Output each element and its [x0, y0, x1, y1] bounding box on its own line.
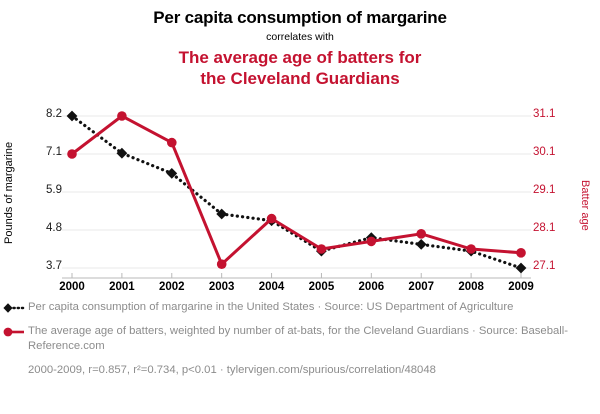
data-point-1-2008	[466, 244, 476, 254]
chart-footer: Per capita consumption of margarine in t…	[0, 300, 600, 378]
y-right-tick-label-29.1: 29.1	[533, 184, 556, 196]
secondary-title-line1: The average age of batters for	[178, 48, 422, 67]
x-tick-label-2009: 2009	[508, 281, 534, 293]
series-line-0	[70, 114, 523, 270]
data-point-1-2007	[416, 229, 427, 239]
legend-label-batter-age: The average age of batters, weighted by …	[28, 325, 569, 352]
secondary-title: The average age of batters for the Cleve…	[0, 47, 600, 89]
data-point-0-2003	[216, 208, 228, 220]
secondary-title-line2: the Cleveland Guardians	[200, 69, 400, 88]
x-tick-label-2002: 2002	[158, 281, 185, 293]
x-tick-label-2005: 2005	[308, 281, 335, 293]
x-tick-label-2003: 2003	[208, 281, 235, 293]
y-right-tick-label-27.1: 27.1	[533, 260, 556, 272]
legend-label-margarine: Per capita consumption of margarine in t…	[28, 301, 514, 313]
page-title: Per capita consumption of margarine	[153, 8, 447, 27]
y-left-tick-label-4.8: 4.8	[46, 222, 62, 234]
chart-header: Per capita consumption of margarine corr…	[0, 0, 600, 89]
black-diamond-dotted-line-icon	[3, 303, 26, 313]
legend-item-margarine: Per capita consumption of margarine in t…	[0, 300, 600, 315]
y-right-tick-label-31.1: 31.1	[533, 108, 556, 120]
data-point-1-2005	[316, 244, 327, 254]
source-stats-line[interactable]: 2000-2009, r=0.857, r²=0.734, p<0.01 · t…	[28, 364, 436, 376]
y-right-tick-label-30.1: 30.1	[533, 146, 556, 158]
data-point-0-2007	[415, 239, 427, 250]
data-point-0-2002	[166, 168, 178, 179]
data-point-1-2002	[167, 137, 177, 148]
y-left-tick-label-3.7: 3.7	[46, 260, 62, 272]
data-point-1-2009	[516, 248, 526, 258]
x-tick-label-2007: 2007	[408, 281, 435, 293]
data-point-0-2000	[66, 110, 78, 122]
red-circle-solid-line-icon	[3, 327, 24, 337]
x-tick-label-2008: 2008	[458, 281, 484, 293]
data-point-1-2006	[366, 236, 377, 247]
x-tick-label-2000: 2000	[59, 281, 85, 293]
data-point-1-2004	[266, 213, 277, 224]
correlates-with-label: correlates with	[266, 31, 334, 43]
data-point-0-2009	[515, 262, 527, 274]
data-point-1-2001	[117, 111, 127, 121]
data-point-1-2003	[216, 259, 227, 270]
data-point-1-2000	[67, 149, 77, 159]
y-axis-right-title: Batter age	[579, 179, 591, 231]
y-left-tick-label-5.9: 5.9	[46, 184, 62, 196]
x-tick-label-2004: 2004	[258, 281, 285, 293]
legend-item-batter-age: The average age of batters, weighted by …	[0, 324, 600, 354]
y-right-tick-label-28.1: 28.1	[533, 222, 556, 234]
x-tick-label-2001: 2001	[109, 281, 135, 293]
x-tick-label-2006: 2006	[358, 281, 385, 293]
series-line-1	[70, 114, 523, 266]
y-left-tick-label-7.1: 7.1	[46, 146, 62, 158]
data-point-0-2001	[116, 147, 128, 159]
y-left-tick-label-8.2: 8.2	[46, 108, 62, 120]
